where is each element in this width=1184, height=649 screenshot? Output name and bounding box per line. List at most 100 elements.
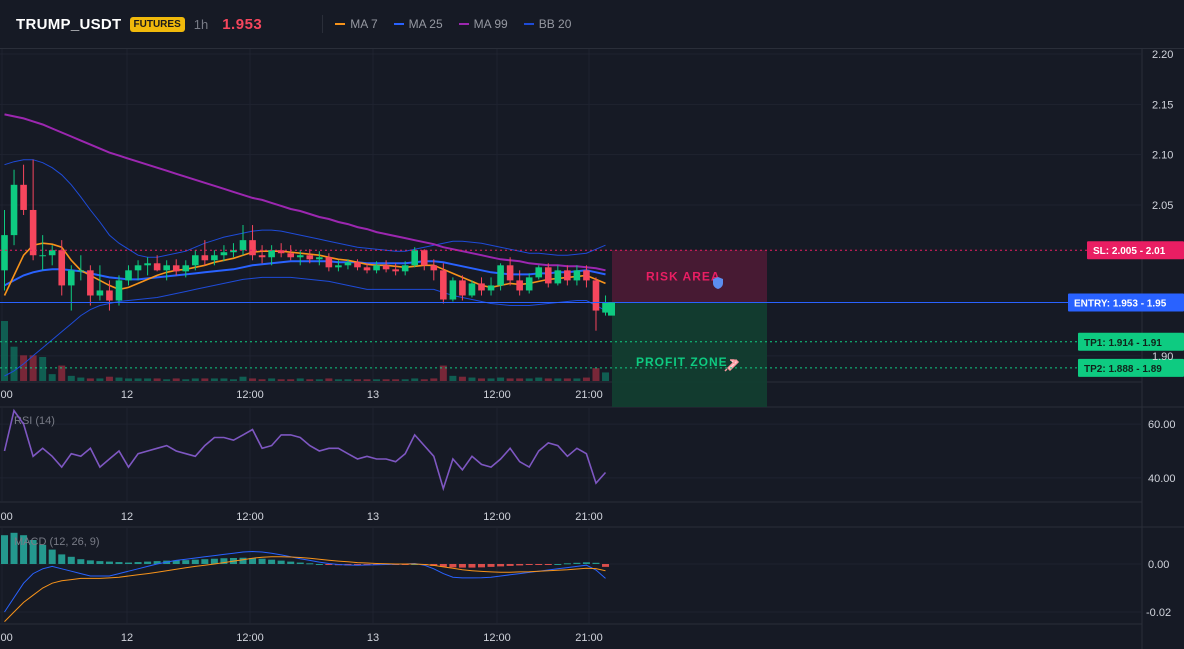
time-axis-label: 12:00 <box>236 632 264 644</box>
volume-bar <box>315 379 323 381</box>
candle-body <box>134 265 142 271</box>
macd-histogram-bar <box>249 558 257 564</box>
volume-bar <box>373 379 381 381</box>
time-axis-label: 21:00 <box>575 389 603 401</box>
candlesticks <box>1 159 609 331</box>
candlestick <box>420 249 428 271</box>
macd-histogram-bar <box>315 564 323 565</box>
candlestick <box>144 257 151 276</box>
candle-body <box>67 270 75 286</box>
rsi-pane: RSI (14) <box>3 408 607 492</box>
legend-ma25[interactable]: MA 25 <box>393 17 443 31</box>
symbol-name[interactable]: TRUMP_USDT <box>16 15 122 33</box>
rsi-axis-label: 60.00 <box>1148 419 1176 431</box>
candlestick <box>201 240 209 266</box>
macd-signal-line <box>4 556 606 622</box>
candlestick <box>363 263 371 274</box>
macd-histogram-bar <box>449 564 457 568</box>
ma25-line <box>4 260 606 287</box>
time-axis-label: 2:00 <box>0 389 13 401</box>
candle-body <box>401 265 409 272</box>
time-axis-label: 13 <box>367 511 379 523</box>
candlestick <box>39 235 46 271</box>
candlestick <box>344 259 352 270</box>
candle-body <box>10 184 18 236</box>
candlestick <box>296 250 304 266</box>
candlestick <box>525 273 533 294</box>
candlestick <box>583 265 590 288</box>
profit-zone-label: PROFIT ZONE <box>636 355 728 369</box>
legend-ma99[interactable]: MA 99 <box>458 17 508 31</box>
candlestick <box>239 225 247 256</box>
axes: 2.20 2.15 2.10 2.05 1.90 60.00 40.00 0.00 -0.02 2… <box>0 49 1176 644</box>
futures-badge: FUTURES <box>129 16 185 32</box>
volume-bar <box>58 365 66 381</box>
volume-bar <box>20 355 28 381</box>
timeframe-label[interactable]: 1h <box>193 16 209 32</box>
candle-body <box>535 267 543 278</box>
candle-body <box>544 267 552 284</box>
candle-body <box>96 290 104 296</box>
candle-body <box>58 250 66 286</box>
candlestick <box>230 243 237 258</box>
macd-histogram-bar <box>86 560 94 564</box>
legend-ma99-swatch <box>458 23 469 25</box>
price-axis-label: 2.05 <box>1152 200 1173 212</box>
rsi-line <box>3 408 607 492</box>
volume-bar <box>525 378 533 381</box>
macd-histogram-bar <box>1 535 8 564</box>
time-axis-label: 12 <box>121 389 133 401</box>
volume-bar <box>239 376 247 381</box>
volume-bar <box>449 375 457 381</box>
candle-body <box>29 209 37 256</box>
volume-bar <box>201 378 209 381</box>
candlestick <box>506 257 514 286</box>
candlestick <box>48 245 56 266</box>
candle-body <box>1 235 8 271</box>
volume-bar <box>554 378 562 381</box>
time-axis-label: 2:00 <box>0 632 13 644</box>
candlestick <box>535 265 543 280</box>
candle-body <box>430 265 438 271</box>
volume-bar <box>29 355 37 381</box>
price-levels: SL: 2.005 - 2.01 ENTRY: 1.953 - 1.95 TP1: … <box>0 241 1184 377</box>
macd-histogram-bar <box>172 560 180 564</box>
candlestick <box>211 250 218 266</box>
candlestick <box>125 265 132 286</box>
macd-histogram-bar <box>563 563 571 565</box>
sl-tag-text: SL: 2.005 - 2.01 <box>1093 246 1166 257</box>
time-axis-label: 12:00 <box>236 389 264 401</box>
candlestick <box>478 277 485 296</box>
candlestick <box>440 263 447 304</box>
volume-bar <box>96 378 104 381</box>
volume-bar <box>182 379 190 381</box>
legend-bb20[interactable]: BB 20 <box>523 17 571 31</box>
macd-histogram-bar <box>325 564 333 565</box>
shield-icon <box>713 277 723 289</box>
candlestick <box>58 240 66 296</box>
candlestick <box>373 261 380 274</box>
candle-body <box>316 257 323 260</box>
candlestick <box>258 245 266 264</box>
macd-histogram-bar <box>268 559 276 564</box>
legend-ma7[interactable]: MA 7 <box>335 17 378 31</box>
time-axis-label: 21:00 <box>575 511 603 523</box>
volume-bar <box>86 378 94 381</box>
legend-ma25-swatch <box>393 23 404 25</box>
legend-ma7-swatch <box>335 23 346 25</box>
volume-bar <box>430 378 438 381</box>
candle-body <box>39 255 46 257</box>
volume-bar <box>353 379 361 381</box>
legend-ma7-label: MA 7 <box>350 17 378 31</box>
macd-histogram-bar <box>592 562 600 564</box>
candlestick <box>134 260 142 281</box>
volume-bar <box>468 377 476 381</box>
macd-histogram-bar <box>602 564 610 567</box>
candle-body <box>172 265 180 272</box>
candlestick <box>287 245 294 261</box>
candlestick <box>163 260 170 281</box>
candle-body <box>602 302 609 313</box>
candle-body <box>373 265 380 271</box>
candle-body <box>420 250 428 266</box>
